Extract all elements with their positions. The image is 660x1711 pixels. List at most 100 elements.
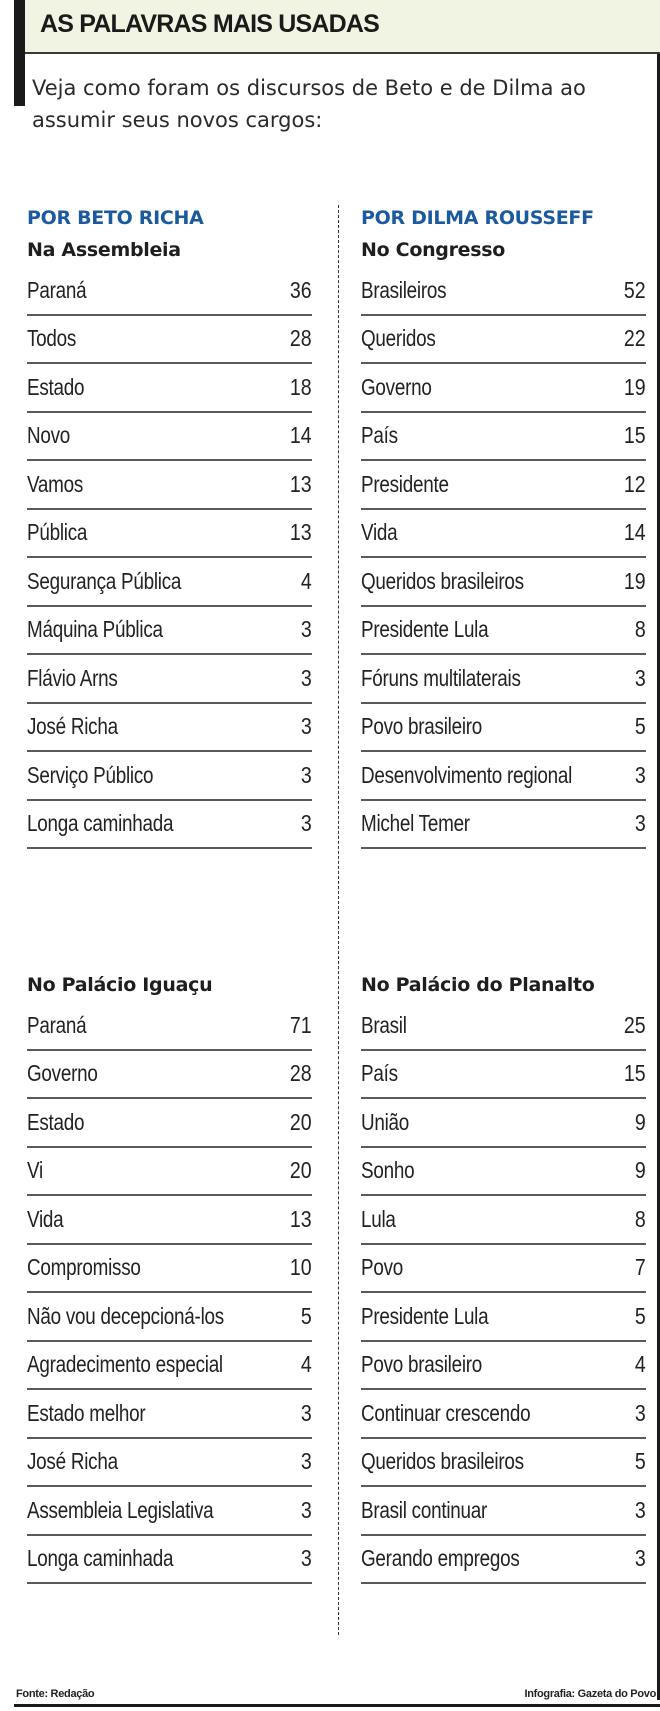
word-count: 20 xyxy=(290,1108,312,1135)
header-bar xyxy=(14,0,660,54)
word-count: 20 xyxy=(290,1157,312,1184)
table-row: Queridos brasileiros 19 xyxy=(361,558,646,607)
word-count: 12 xyxy=(624,470,646,497)
table-row: Gerando empregos 3 xyxy=(361,1536,646,1584)
word-count: 9 xyxy=(635,1108,646,1135)
word-label: União xyxy=(361,1108,410,1135)
word-label: Lula xyxy=(361,1205,396,1232)
word-count: 13 xyxy=(290,1205,312,1232)
word-count: 5 xyxy=(301,1302,312,1329)
table-row: Serviço Público 3 xyxy=(27,752,312,801)
word-count: 13 xyxy=(290,519,312,546)
word-count: 3 xyxy=(301,1448,312,1475)
table-row: Queridos brasileiros 5 xyxy=(361,1439,646,1487)
word-label: Vida xyxy=(27,1205,64,1232)
table-row: José Richa 3 xyxy=(27,1439,312,1487)
word-label: País xyxy=(361,422,398,449)
word-label: José Richa xyxy=(27,1448,118,1475)
word-label: Longa caminhada xyxy=(27,810,174,837)
word-count: 3 xyxy=(635,1545,646,1572)
person-heading-dilma: POR DILMA ROUSSEFF xyxy=(361,207,594,229)
word-label: Estado xyxy=(27,1108,85,1135)
word-label: Vamos xyxy=(27,470,84,497)
frame-right-border xyxy=(657,0,660,1700)
word-label: Fóruns multilaterais xyxy=(361,664,521,691)
table-row: Continuar crescendo 3 xyxy=(361,1390,646,1439)
word-label: Povo xyxy=(361,1254,404,1281)
table-row: Brasileiros 52 xyxy=(361,267,646,316)
word-label: Povo brasileiro xyxy=(361,713,483,740)
word-count: 3 xyxy=(301,1545,312,1572)
word-count: 52 xyxy=(624,276,646,303)
word-count: 13 xyxy=(290,470,312,497)
word-count: 3 xyxy=(635,1496,646,1523)
table-row: Máquina Pública 3 xyxy=(27,607,312,655)
table-row: Vamos 13 xyxy=(27,461,312,510)
word-count: 14 xyxy=(290,422,312,449)
word-label: Paraná xyxy=(27,276,87,303)
word-list: Paraná 71 Governo 28 Estado 20 Vi 20 Vida 13 Compr… xyxy=(27,1002,312,1584)
word-label: Vida xyxy=(361,519,398,546)
table-row: Assembleia Legislativa 3 xyxy=(27,1487,312,1536)
word-label: Novo xyxy=(27,422,71,449)
word-count: 5 xyxy=(635,1302,646,1329)
table-row: Paraná 36 xyxy=(27,267,312,316)
word-count: 36 xyxy=(290,276,312,303)
word-count: 15 xyxy=(624,1060,646,1087)
table-row: Flávio Arns 3 xyxy=(27,655,312,704)
beto-richa-column-2: No Palácio Iguaçu Paraná 71 Governo 28 Estad… xyxy=(27,968,312,1584)
page-title: AS PALAVRAS MAIS USADAS xyxy=(40,10,380,38)
word-label: Agradecimento especial xyxy=(27,1351,223,1378)
word-label: Estado melhor xyxy=(27,1399,146,1426)
word-count: 14 xyxy=(624,519,646,546)
table-row: Sonho 9 xyxy=(361,1148,646,1196)
word-label: País xyxy=(361,1060,398,1087)
word-label: Queridos brasileiros xyxy=(361,567,524,594)
word-label: Desenvolvimento regional xyxy=(361,761,573,788)
word-label: Compromisso xyxy=(27,1254,141,1281)
table-row: Compromisso 10 xyxy=(27,1245,312,1293)
table-row: Governo 19 xyxy=(361,364,646,413)
word-label: Gerando empregos xyxy=(361,1545,520,1572)
word-label: Longa caminhada xyxy=(27,1545,174,1572)
word-label: Governo xyxy=(361,373,432,400)
word-count: 25 xyxy=(624,1011,646,1038)
word-label: Michel Temer xyxy=(361,810,470,837)
word-label: Presidente xyxy=(361,470,449,497)
word-count: 28 xyxy=(290,325,312,352)
word-label: Continuar crescendo xyxy=(361,1399,531,1426)
word-count: 3 xyxy=(301,1399,312,1426)
venue-heading: No Palácio do Planalto xyxy=(361,974,595,996)
intro-text: Veja como foram os discursos de Beto e d… xyxy=(32,76,586,132)
word-label: Povo brasileiro xyxy=(361,1351,483,1378)
source-note: Fonte: Redação xyxy=(16,1688,95,1700)
word-label: Pública xyxy=(27,519,88,546)
table-row: Estado melhor 3 xyxy=(27,1390,312,1439)
table-row: Agradecimento especial 4 xyxy=(27,1342,312,1390)
word-count: 5 xyxy=(635,1448,646,1475)
word-list: Paraná 36 Todos 28 Estado 18 Novo 14 Vamos 13 Públ… xyxy=(27,267,312,849)
word-label: Brasil continuar xyxy=(361,1496,488,1523)
table-row: Novo 14 xyxy=(27,413,312,461)
table-row: Povo brasileiro 4 xyxy=(361,1342,646,1390)
word-count: 3 xyxy=(635,810,646,837)
word-count: 5 xyxy=(635,713,646,740)
word-count: 8 xyxy=(635,616,646,643)
table-row: Lula 8 xyxy=(361,1196,646,1245)
venue-heading: Na Assembleia xyxy=(27,239,181,261)
word-label: Todos xyxy=(27,325,77,352)
word-count: 3 xyxy=(301,810,312,837)
word-label: Serviço Público xyxy=(27,761,154,788)
table-row: Vi 20 xyxy=(27,1148,312,1196)
table-row: União 9 xyxy=(361,1099,646,1148)
word-count: 3 xyxy=(301,616,312,643)
word-label: Brasileiros xyxy=(361,276,447,303)
word-count: 3 xyxy=(301,1496,312,1523)
word-count: 4 xyxy=(301,567,312,594)
word-count: 3 xyxy=(635,664,646,691)
table-row: Povo brasileiro 5 xyxy=(361,704,646,752)
table-row: Michel Temer 3 xyxy=(361,801,646,849)
table-row: Segurança Pública 4 xyxy=(27,558,312,607)
word-count: 19 xyxy=(624,373,646,400)
table-row: Longa caminhada 3 xyxy=(27,1536,312,1584)
